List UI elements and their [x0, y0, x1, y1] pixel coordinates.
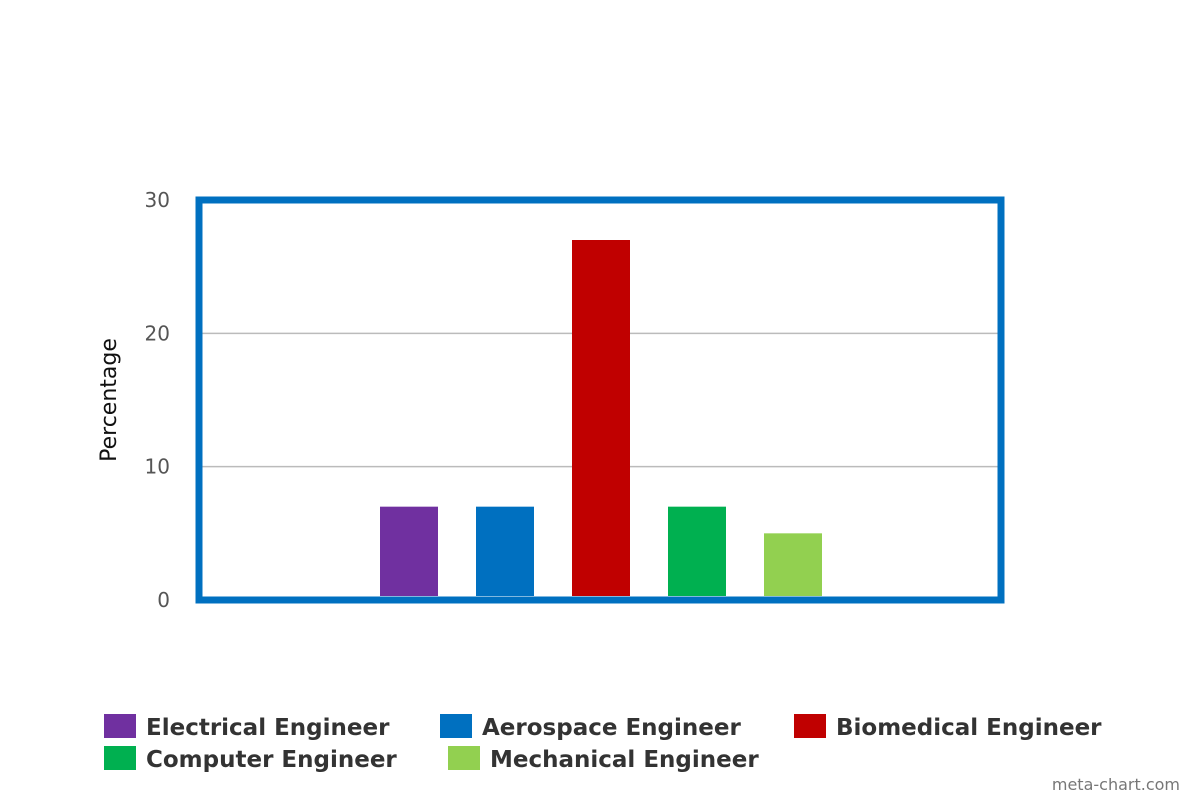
y-tick-label: 0 [157, 588, 170, 612]
bar-computer-engineer [668, 506, 726, 596]
bar-electrical-engineer [380, 506, 438, 596]
plot-area-frame [195, 196, 1005, 604]
legend-label-computer-engineer: Computer Engineer [146, 747, 397, 773]
legend-swatch-biomedical-engineer [794, 714, 826, 738]
bars [380, 240, 822, 596]
legend-swatch-electrical-engineer [104, 714, 136, 738]
legend-swatch-aerospace-engineer [440, 714, 472, 738]
legend-label-biomedical-engineer: Biomedical Engineer [836, 715, 1102, 741]
legend-swatch-mechanical-engineer [448, 746, 480, 770]
y-tick-label: 30 [145, 188, 170, 212]
bar-aerospace-engineer [476, 506, 534, 596]
legend-label-electrical-engineer: Electrical Engineer [146, 715, 390, 741]
legend-label-aerospace-engineer: Aerospace Engineer [482, 715, 741, 741]
bar-mechanical-engineer [764, 533, 822, 596]
y-axis-ticks: 0 10 20 30 [145, 188, 170, 612]
y-tick-label: 10 [145, 455, 170, 479]
legend-swatch-computer-engineer [104, 746, 136, 770]
legend-label-mechanical-engineer: Mechanical Engineer [490, 747, 759, 773]
bar-biomedical-engineer [572, 240, 630, 596]
credit-text: meta-chart.com [1052, 775, 1180, 794]
legend: Electrical Engineer Aerospace Engineer Bio… [104, 714, 1102, 773]
y-axis-title: Percentage [97, 338, 122, 462]
y-tick-label: 20 [145, 321, 170, 345]
